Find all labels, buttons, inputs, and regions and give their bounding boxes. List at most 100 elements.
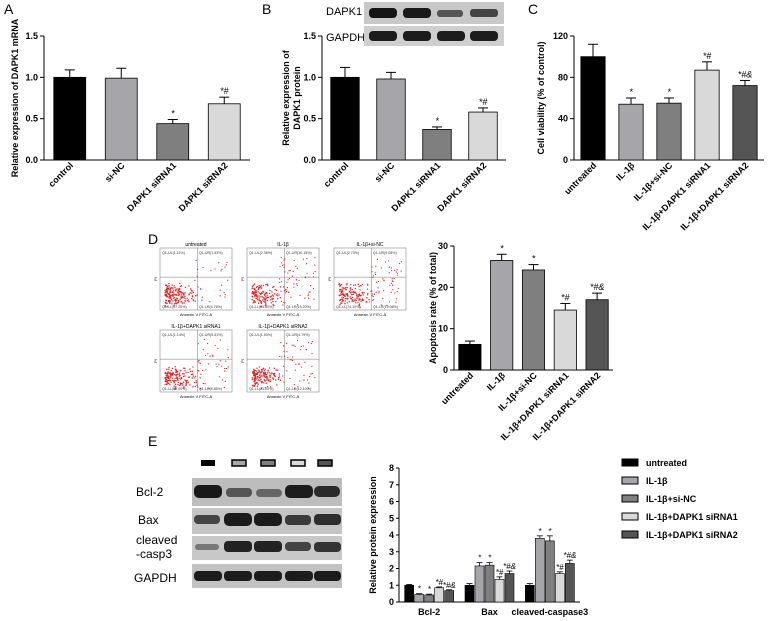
bar (376, 78, 406, 161)
flow-dot (165, 378, 168, 381)
flow-dot (306, 272, 308, 274)
blot-e: Bcl-2 Bax cleaved -casp3 GAPDH (134, 459, 342, 588)
flow-dot (194, 375, 197, 378)
flow-dot (302, 345, 304, 347)
flow-dot (252, 293, 255, 295)
flow-dot (360, 294, 362, 297)
flow-dot (354, 291, 356, 294)
flow-dot (388, 272, 390, 274)
flow-dot (271, 377, 274, 379)
flow-quadrant-label: Q1-UL(2.36%) (249, 251, 272, 255)
flow-dot (349, 288, 351, 290)
flow-dot (254, 382, 257, 384)
flow-plot-title: IL-1β+DAPK1 siRNA1 (171, 324, 220, 330)
blot-e-band (314, 571, 341, 581)
flow-dot (288, 270, 290, 272)
flow-dot (358, 285, 360, 288)
y-tick-label: 10 (438, 324, 448, 334)
blot-e-band (285, 571, 313, 581)
flow-quadrant-label: Q1-UR(5.51%) (199, 333, 223, 337)
flow-dot (220, 284, 223, 286)
flow-dot (346, 294, 348, 296)
flow-dot (269, 379, 271, 381)
flow-dot (352, 293, 354, 296)
flow-dot (293, 259, 295, 262)
flow-dot (359, 306, 361, 308)
flow-dot (270, 295, 273, 297)
flow-dot (372, 299, 375, 301)
flow-dot (173, 291, 175, 293)
bar (565, 563, 575, 603)
flow-dot (268, 292, 271, 295)
flow-dot (175, 302, 178, 305)
flow-dot (254, 373, 256, 375)
flow-dot (339, 290, 341, 292)
blot-e-band (254, 541, 282, 552)
bar (330, 76, 360, 161)
flow-dot (303, 374, 305, 376)
flow-dot (342, 292, 344, 294)
flow-dot (276, 297, 279, 300)
flow-dot (170, 297, 172, 299)
blot-e-band (194, 515, 220, 524)
flow-dot (266, 376, 268, 378)
flow-dot (254, 295, 256, 298)
flow-dot (185, 382, 187, 385)
flow-dot (255, 286, 258, 289)
flow-dot (338, 294, 340, 296)
bar (521, 269, 546, 371)
flow-dot (289, 377, 291, 380)
flow-dot (256, 294, 258, 297)
flow-dot (224, 266, 226, 268)
y-tick-label: 1 (389, 580, 394, 590)
category-label: si-NC (373, 160, 397, 184)
flow-dot (339, 294, 341, 297)
flow-x-label: Annexin V FITC-A (354, 312, 387, 317)
y-tick-label: 30 (438, 241, 448, 251)
significance-label: *# (556, 563, 564, 572)
significance-label: *# (561, 292, 571, 302)
flow-dot (390, 291, 392, 293)
flow-dot (287, 279, 289, 281)
flow-dot (178, 372, 181, 374)
flow-dot (260, 387, 263, 389)
flow-dot (168, 376, 170, 378)
flow-dot (256, 370, 258, 372)
flow-y-label: PI (153, 359, 158, 363)
flow-dot (367, 283, 369, 285)
flow-dot (358, 299, 360, 301)
flow-dot (195, 259, 197, 262)
flow-dot (189, 370, 192, 373)
flow-dot (382, 290, 385, 292)
flow-dot (194, 295, 197, 297)
flow-dot (275, 300, 277, 303)
flow-dot (263, 375, 266, 377)
flow-dot (296, 283, 298, 285)
flow-dot (181, 292, 183, 294)
blot-e-band (194, 571, 222, 581)
flow-dot (256, 373, 259, 375)
blot-e-band (314, 486, 340, 497)
blot-e-band (195, 544, 219, 550)
flow-dot (221, 268, 223, 270)
flow-dot (178, 373, 180, 376)
flow-dot (290, 296, 292, 298)
flow-dot (266, 372, 269, 374)
flow-dot (185, 371, 187, 374)
y-axis-label: Relative protein expression (368, 476, 378, 594)
flow-dot (169, 289, 172, 291)
flow-dot (184, 286, 187, 289)
flow-dot (173, 385, 175, 387)
flow-dot (388, 266, 390, 268)
flow-dot (258, 285, 260, 287)
blot-b-band (470, 31, 498, 41)
flow-x-label: Annexin V FITC-A (180, 312, 213, 317)
flow-dot (218, 363, 220, 365)
flow-dot (291, 359, 294, 362)
flow-dot (264, 298, 267, 301)
flow-dot (350, 293, 353, 296)
flow-dot (306, 257, 308, 260)
flow-dot (345, 288, 347, 291)
flow-dot (210, 269, 212, 271)
flow-dot (265, 284, 267, 286)
